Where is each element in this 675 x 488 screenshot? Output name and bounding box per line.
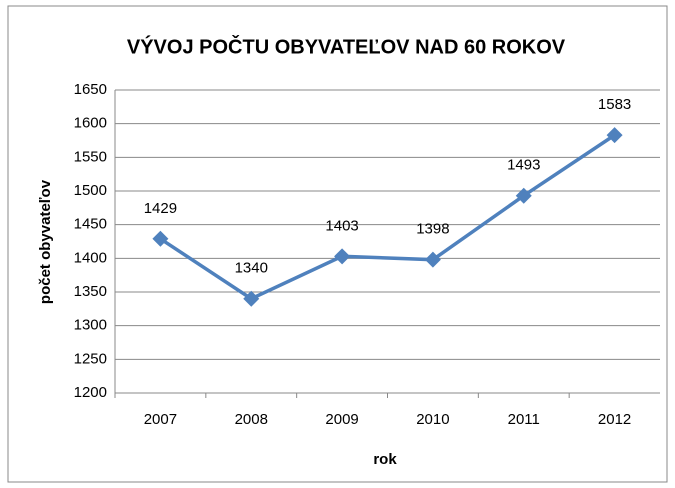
y-tick-label: 1300 [74,317,107,334]
data-marker [334,248,351,265]
data-label: 1398 [416,221,449,238]
y-tick-label: 1200 [74,384,107,401]
data-label: 1403 [325,217,358,234]
series-line [159,133,616,301]
y-tick-label: 1350 [74,283,107,300]
chart-title: VÝVOJ POČTU OBYVATEĽOV NAD 60 ROKOV [127,34,566,58]
data-marker [606,127,623,144]
chart-frame [7,5,668,483]
y-tick-label: 1250 [74,350,107,367]
y-tick-label: 1400 [74,249,107,266]
data-label: 1340 [235,260,268,277]
x-tick-label: 2012 [598,411,631,428]
y-tick-label: 1600 [74,115,107,132]
x-tick-label: 2008 [235,411,268,428]
y-tick-label: 1650 [74,81,107,98]
data-marker [424,251,441,268]
data-label: 1583 [598,96,631,113]
data-label: 1493 [507,157,540,174]
data-marker [243,290,260,307]
data-marker [515,187,532,204]
data-marker [152,230,169,247]
x-tick-label: 2009 [325,411,358,428]
y-axis-title: počet obyvateľov [37,179,54,304]
x-axis-title: rok [373,451,397,468]
data-label: 1429 [144,200,177,217]
x-tick-label: 2011 [508,411,540,428]
x-tick-label: 2010 [416,411,449,428]
y-tick-label: 1450 [74,216,107,233]
y-tick-label: 1500 [74,182,107,199]
y-tick-label: 1550 [74,148,107,165]
x-tick-label: 2007 [144,411,177,428]
